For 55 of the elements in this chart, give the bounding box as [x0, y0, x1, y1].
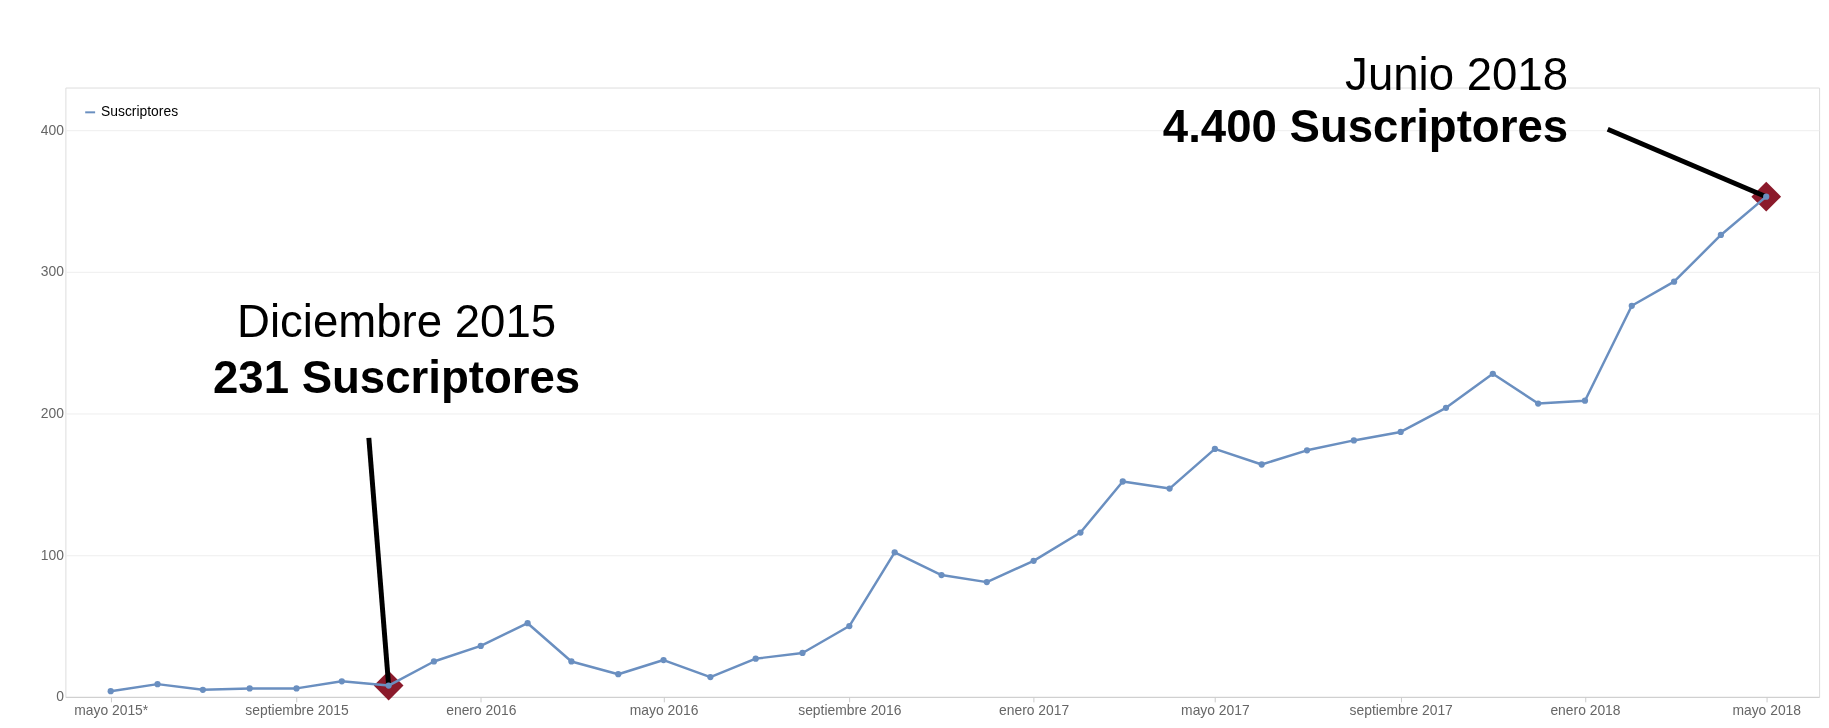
x-tick-label: mayo 2017 [1181, 702, 1250, 719]
point [891, 549, 898, 556]
annotation: Junio 2018 [1345, 48, 1569, 100]
point [752, 655, 759, 662]
legend-label: Suscriptores [101, 103, 179, 120]
point [1442, 404, 1450, 411]
point [615, 671, 622, 678]
x-tick-label: enero 2017 [999, 702, 1070, 719]
point [199, 686, 206, 693]
point [1670, 278, 1678, 285]
annotation: 231 Suscriptores [212, 352, 581, 404]
point [1489, 370, 1496, 377]
y-tick-label: 200 [40, 404, 65, 421]
x-tick-label: mayo 2015* [74, 702, 149, 719]
point [1628, 302, 1635, 309]
x-tick-label: septiembre 2016 [798, 702, 902, 719]
point [938, 571, 945, 579]
x-tick-label: septiembre 2015 [245, 702, 349, 719]
point [1350, 437, 1357, 444]
point [338, 678, 345, 685]
x-tick-label: mayo 2018 [1732, 702, 1802, 719]
point [1166, 485, 1173, 492]
point [846, 622, 853, 630]
y-tick-label: 400 [40, 121, 65, 138]
point [1119, 478, 1126, 485]
point [430, 658, 438, 665]
point [983, 578, 990, 586]
y-tick-label: 300 [40, 263, 65, 280]
point [707, 673, 714, 681]
point [154, 681, 161, 688]
point [1397, 428, 1404, 436]
x-tick-label: enero 2016 [446, 702, 517, 719]
x-tick-label: mayo 2016 [629, 702, 699, 719]
point [477, 642, 484, 650]
point [1077, 529, 1084, 536]
point [1303, 447, 1311, 454]
annotation: 4.400 Suscriptores [1162, 101, 1569, 153]
point [246, 685, 253, 692]
y-tick-label: 100 [40, 546, 65, 563]
x-tick-label: septiembre 2017 [1349, 702, 1454, 719]
point [799, 649, 806, 657]
point [1717, 231, 1725, 239]
point [660, 656, 667, 664]
point [1211, 445, 1219, 453]
y-tick-label: 0 [56, 688, 65, 705]
point [1535, 400, 1542, 407]
annotation: Diciembre 2015 [237, 295, 557, 347]
point [568, 658, 575, 665]
x-tick-label: enero 2018 [1550, 702, 1621, 719]
point [1581, 397, 1589, 404]
point [524, 620, 531, 627]
point [107, 688, 114, 695]
point [1030, 557, 1037, 564]
point [293, 685, 300, 692]
point [1258, 461, 1265, 468]
